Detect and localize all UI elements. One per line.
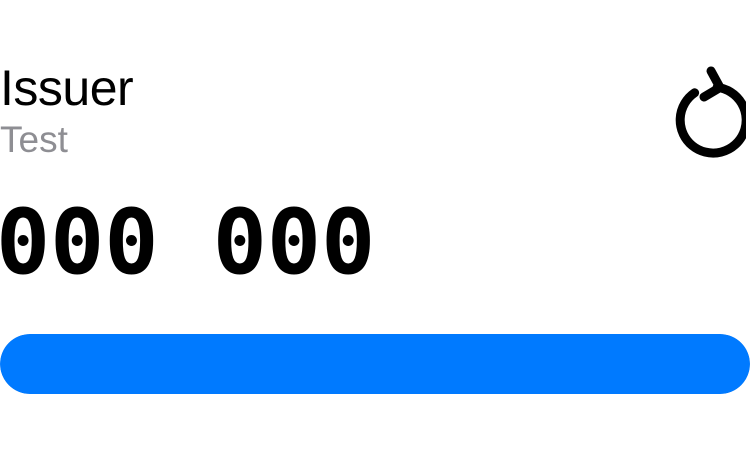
otp-code[interactable]: 000 000 <box>0 190 376 295</box>
refresh-button[interactable] <box>664 64 746 160</box>
account-label: Test <box>0 119 68 160</box>
time-remaining-progress <box>0 334 750 394</box>
refresh-icon <box>664 64 746 160</box>
issuer-label: Issuer <box>0 60 134 116</box>
time-remaining-progress-fill <box>0 334 750 394</box>
